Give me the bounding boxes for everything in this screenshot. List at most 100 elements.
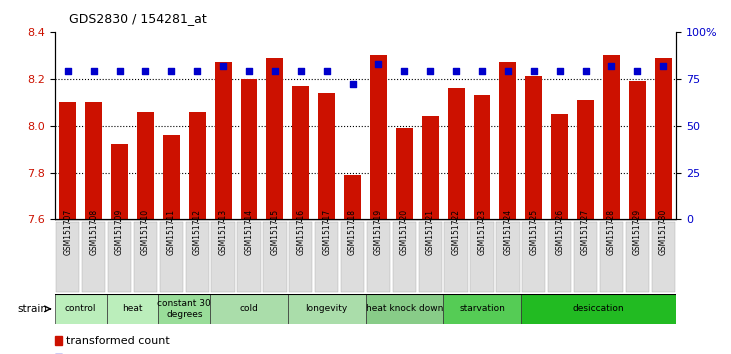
FancyBboxPatch shape bbox=[55, 294, 107, 324]
FancyBboxPatch shape bbox=[419, 222, 442, 292]
Point bbox=[192, 68, 203, 74]
FancyBboxPatch shape bbox=[366, 294, 443, 324]
Bar bbox=[292, 86, 309, 219]
Text: GSM151725: GSM151725 bbox=[529, 209, 538, 255]
Bar bbox=[603, 55, 620, 219]
Point bbox=[657, 63, 669, 68]
Text: GSM151728: GSM151728 bbox=[607, 209, 616, 255]
Point bbox=[346, 81, 358, 87]
Point bbox=[528, 68, 539, 74]
Point bbox=[140, 68, 151, 74]
FancyBboxPatch shape bbox=[56, 222, 80, 292]
Text: GSM151711: GSM151711 bbox=[167, 209, 176, 255]
Text: GDS2830 / 154281_at: GDS2830 / 154281_at bbox=[69, 12, 207, 25]
FancyBboxPatch shape bbox=[574, 222, 597, 292]
Point bbox=[165, 68, 177, 74]
Bar bbox=[55, 336, 62, 345]
FancyBboxPatch shape bbox=[341, 222, 364, 292]
Point bbox=[476, 68, 488, 74]
Text: strain: strain bbox=[18, 304, 48, 314]
FancyBboxPatch shape bbox=[626, 222, 649, 292]
Text: GSM151718: GSM151718 bbox=[348, 209, 357, 255]
Text: GSM151727: GSM151727 bbox=[581, 209, 590, 255]
FancyBboxPatch shape bbox=[211, 222, 235, 292]
FancyBboxPatch shape bbox=[522, 222, 545, 292]
Point bbox=[605, 63, 617, 68]
Point bbox=[398, 68, 410, 74]
Text: GSM151724: GSM151724 bbox=[504, 209, 512, 255]
Bar bbox=[499, 62, 516, 219]
Text: GSM151709: GSM151709 bbox=[115, 209, 124, 255]
Text: desiccation: desiccation bbox=[572, 304, 624, 313]
Bar bbox=[267, 58, 284, 219]
Point bbox=[62, 68, 74, 74]
Bar bbox=[137, 112, 154, 219]
FancyBboxPatch shape bbox=[548, 222, 572, 292]
FancyBboxPatch shape bbox=[443, 294, 521, 324]
FancyBboxPatch shape bbox=[444, 222, 468, 292]
Bar bbox=[215, 62, 232, 219]
Text: GSM151708: GSM151708 bbox=[89, 209, 98, 255]
Text: GSM151710: GSM151710 bbox=[141, 209, 150, 255]
Text: constant 30
degrees: constant 30 degrees bbox=[157, 299, 211, 319]
Bar bbox=[474, 95, 491, 219]
Text: GSM151723: GSM151723 bbox=[477, 209, 487, 255]
Text: GSM151713: GSM151713 bbox=[219, 209, 227, 255]
Text: GSM151729: GSM151729 bbox=[633, 209, 642, 255]
Text: starvation: starvation bbox=[459, 304, 505, 313]
Text: GSM151722: GSM151722 bbox=[452, 209, 461, 255]
Text: heat knock down: heat knock down bbox=[366, 304, 443, 313]
Text: GSM151720: GSM151720 bbox=[400, 209, 409, 255]
FancyBboxPatch shape bbox=[108, 222, 131, 292]
Text: control: control bbox=[65, 304, 96, 313]
Bar bbox=[577, 100, 594, 219]
FancyBboxPatch shape bbox=[288, 294, 366, 324]
Bar bbox=[86, 102, 102, 219]
FancyBboxPatch shape bbox=[315, 222, 338, 292]
FancyBboxPatch shape bbox=[159, 222, 183, 292]
Bar bbox=[344, 175, 361, 219]
FancyBboxPatch shape bbox=[107, 294, 159, 324]
Point bbox=[554, 68, 566, 74]
Text: GSM151721: GSM151721 bbox=[425, 209, 435, 255]
FancyBboxPatch shape bbox=[289, 222, 312, 292]
Text: longevity: longevity bbox=[306, 304, 348, 313]
Point bbox=[295, 68, 306, 74]
Text: transformed count: transformed count bbox=[66, 336, 170, 346]
FancyBboxPatch shape bbox=[367, 222, 390, 292]
Bar bbox=[240, 79, 257, 219]
Bar bbox=[111, 144, 128, 219]
FancyBboxPatch shape bbox=[393, 222, 416, 292]
Bar bbox=[396, 128, 413, 219]
Text: GSM151714: GSM151714 bbox=[244, 209, 254, 255]
Text: GSM151726: GSM151726 bbox=[555, 209, 564, 255]
Text: heat: heat bbox=[122, 304, 143, 313]
Text: GSM151716: GSM151716 bbox=[296, 209, 306, 255]
Bar bbox=[551, 114, 568, 219]
FancyBboxPatch shape bbox=[186, 222, 209, 292]
FancyBboxPatch shape bbox=[470, 222, 493, 292]
Point bbox=[88, 68, 99, 74]
Bar bbox=[163, 135, 180, 219]
Point bbox=[243, 68, 255, 74]
FancyBboxPatch shape bbox=[159, 294, 211, 324]
Point bbox=[632, 68, 643, 74]
Point bbox=[580, 68, 591, 74]
Bar bbox=[526, 76, 542, 219]
FancyBboxPatch shape bbox=[134, 222, 157, 292]
Point bbox=[321, 68, 333, 74]
Point bbox=[269, 68, 281, 74]
Bar bbox=[189, 112, 205, 219]
Text: GSM151719: GSM151719 bbox=[374, 209, 383, 255]
Bar bbox=[655, 58, 672, 219]
Bar bbox=[422, 116, 439, 219]
Point bbox=[425, 68, 436, 74]
FancyBboxPatch shape bbox=[600, 222, 623, 292]
Point bbox=[114, 68, 126, 74]
Bar bbox=[318, 93, 335, 219]
Bar bbox=[447, 88, 464, 219]
Point bbox=[373, 61, 385, 67]
Text: GSM151730: GSM151730 bbox=[659, 209, 667, 255]
Text: cold: cold bbox=[240, 304, 259, 313]
FancyBboxPatch shape bbox=[496, 222, 520, 292]
